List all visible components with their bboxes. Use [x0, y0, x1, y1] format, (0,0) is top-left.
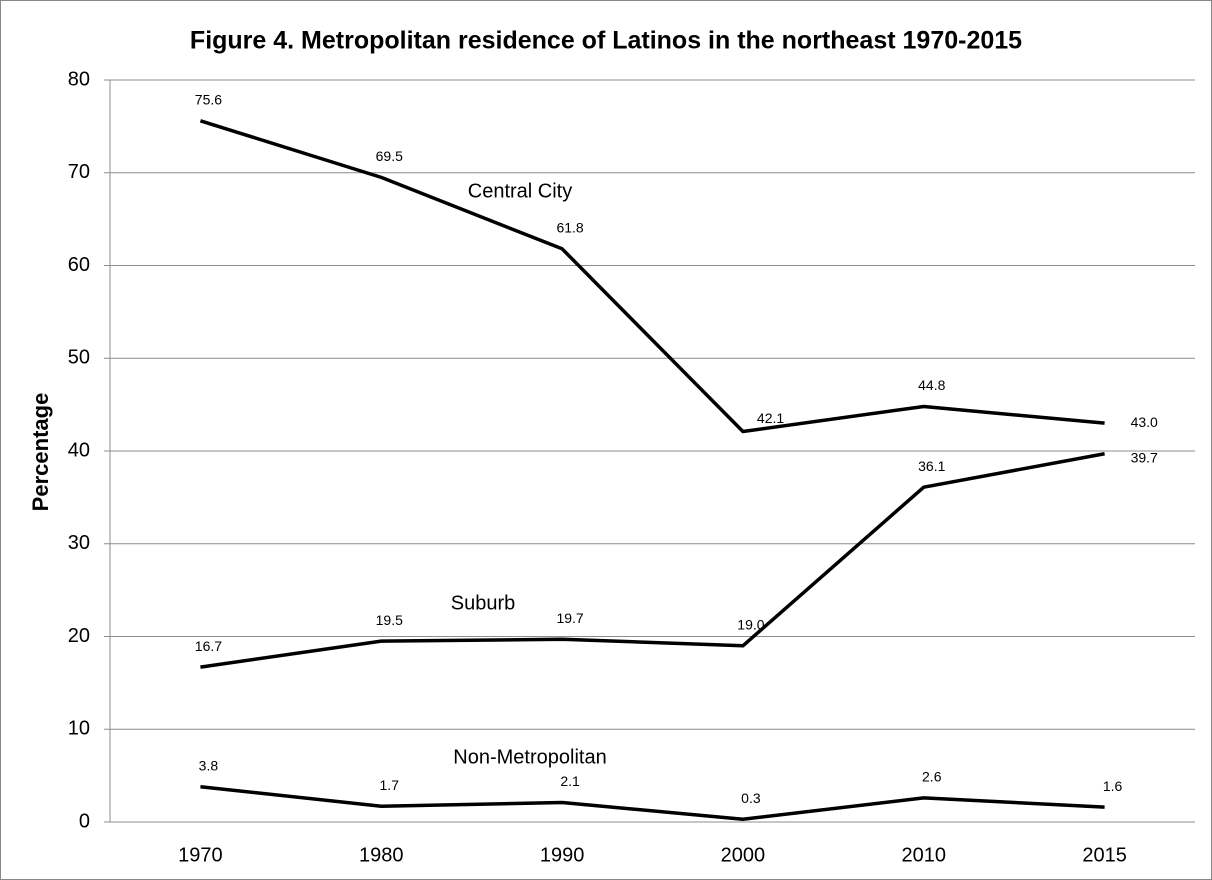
- series-label: Central City: [468, 180, 572, 202]
- x-tick-label: 2000: [721, 844, 766, 866]
- data-label: 2.1: [560, 773, 580, 789]
- x-tick-label: 1980: [359, 844, 404, 866]
- y-tick-label: 60: [68, 254, 90, 276]
- data-label: 2.6: [922, 769, 942, 785]
- y-tick-label: 20: [68, 625, 90, 647]
- data-label: 3.8: [199, 757, 219, 773]
- data-label: 75.6: [195, 92, 222, 108]
- data-label: 39.7: [1131, 449, 1158, 465]
- y-tick-label: 80: [68, 68, 90, 90]
- y-tick-label: 0: [79, 810, 90, 832]
- data-label: 19.5: [376, 612, 403, 628]
- data-label: 44.8: [918, 377, 945, 393]
- x-tick-label: 2010: [902, 844, 947, 866]
- y-tick-label: 30: [68, 532, 90, 554]
- data-label: 1.7: [380, 777, 400, 793]
- x-tick-label: 1990: [540, 844, 585, 866]
- x-tick-label: 1970: [178, 844, 223, 866]
- data-label: 43.0: [1131, 414, 1158, 430]
- data-label: 1.6: [1103, 778, 1123, 794]
- y-axis-label: Percentage: [28, 393, 53, 512]
- series-line: [200, 452, 1105, 669]
- data-label: 36.1: [918, 458, 945, 474]
- y-tick-label: 10: [68, 718, 90, 740]
- series-label: Non-Metropolitan: [453, 746, 606, 768]
- data-label: 16.7: [195, 638, 222, 654]
- y-tick-label: 50: [68, 347, 90, 369]
- series-label: Suburb: [451, 592, 516, 614]
- series-line: [200, 785, 1105, 821]
- data-label: 61.8: [556, 220, 583, 236]
- data-label: 0.3: [741, 790, 761, 806]
- chart-title: Figure 4. Metropolitan residence of Lati…: [190, 27, 1022, 55]
- data-label: 69.5: [376, 148, 403, 164]
- data-label: 19.7: [556, 610, 583, 626]
- data-label: 42.1: [757, 410, 784, 426]
- x-tick-label: 2015: [1082, 844, 1127, 866]
- data-label: 19.0: [737, 616, 764, 632]
- series-line: [199, 119, 1105, 434]
- y-tick-label: 70: [68, 161, 90, 183]
- y-tick-label: 40: [68, 439, 90, 461]
